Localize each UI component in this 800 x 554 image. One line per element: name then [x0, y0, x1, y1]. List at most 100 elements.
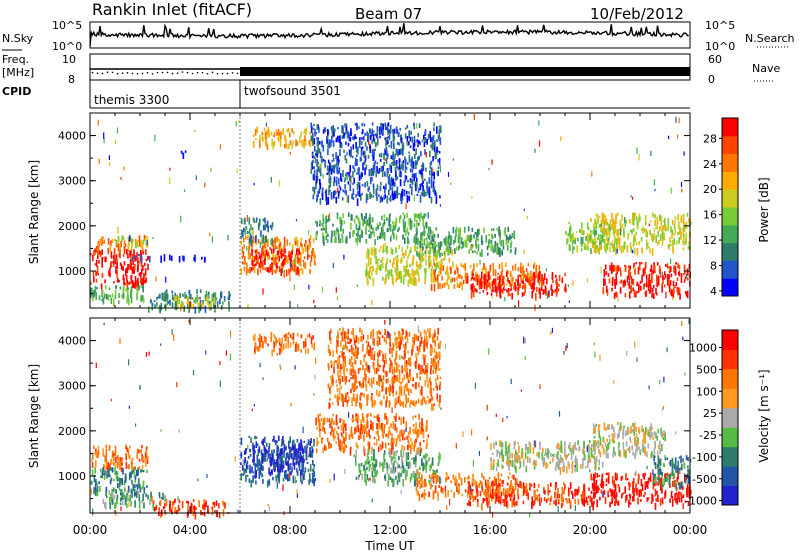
sparse-echo: [204, 182, 206, 188]
data-cell-8: [423, 493, 426, 500]
data-cell-15: [496, 243, 499, 248]
data-cell-20: [331, 160, 334, 163]
data-cell-5: [181, 300, 183, 308]
data-cell-0: [110, 260, 112, 267]
data-cell-2: [114, 502, 116, 509]
data-cell-2: [126, 495, 129, 502]
data-cell-9: [503, 499, 506, 507]
data-cell-17: [656, 262, 659, 266]
data-cell-11: [322, 214, 324, 221]
data-cell-18: [663, 232, 665, 239]
data-cell-9: [549, 502, 551, 506]
data-cell-20: [358, 168, 360, 171]
data-cell-8: [285, 255, 288, 259]
sparse-echo: [665, 291, 667, 299]
data-cell-17: [666, 277, 669, 286]
data-cell-9: [547, 484, 549, 491]
data-cell-16: [596, 237, 599, 241]
data-cell-17: [611, 287, 613, 292]
data-cell-0: [122, 254, 125, 257]
data-cell-4: [275, 477, 278, 482]
data-cell-20: [354, 134, 356, 139]
data-cell-18: [590, 239, 592, 244]
data-cell-3: [114, 295, 117, 299]
data-cell-8: [498, 479, 500, 485]
data-cell-19: [305, 127, 307, 136]
data-cell-9: [472, 489, 474, 492]
data-cell-9: [561, 490, 564, 495]
data-cell-4: [255, 436, 258, 439]
data-cell-0: [132, 267, 134, 274]
data-cell-20: [386, 156, 389, 160]
data-cell-11: [416, 219, 418, 228]
data-cell-20: [404, 156, 406, 161]
data-cell-20: [376, 162, 379, 165]
data-cell-20: [408, 141, 410, 146]
data-cell-5: [213, 297, 216, 305]
data-cell-17: [635, 262, 637, 265]
data-cell-20: [313, 123, 315, 127]
data-cell-8: [247, 235, 249, 240]
data-cell-0: [105, 462, 108, 469]
data-cell-18: [638, 241, 641, 246]
data-cell-15: [510, 242, 512, 249]
data-cell-7: [391, 469, 394, 474]
data-cell-11: [404, 230, 407, 236]
data-cell-5: [270, 457, 272, 461]
data-cell-15: [494, 233, 496, 238]
data-cell-12: [424, 252, 427, 259]
data-cell-6: [412, 423, 415, 427]
freq-tick-bottom: 8: [68, 73, 75, 86]
data-cell-20: [397, 133, 400, 137]
data-cell-13: [432, 275, 435, 284]
sparse-echo: [118, 300, 120, 305]
data-cell-13: [453, 277, 456, 282]
data-cell-5: [291, 454, 293, 460]
data-cell-6: [427, 434, 430, 438]
data-cell-20: [336, 176, 338, 179]
data-cell-12: [382, 244, 385, 252]
data-cell-17: [670, 266, 672, 272]
data-cell-14: [472, 273, 474, 276]
data-cell-20: [316, 137, 318, 140]
data-cell-20: [363, 135, 365, 141]
data-cell-15: [492, 248, 495, 254]
data-cell-0: [109, 271, 111, 278]
data-cell-4: [258, 471, 261, 479]
data-cell-6: [317, 414, 320, 422]
data-cell-20: [418, 155, 420, 160]
data-cell-9: [540, 497, 543, 503]
data-cell-18: [660, 220, 663, 226]
data-cell-8: [244, 261, 246, 265]
data-cell-2: [128, 498, 130, 502]
data-cell-6: [340, 432, 343, 437]
data-cell-6: [350, 426, 353, 435]
data-cell-1: [98, 243, 101, 247]
data-cell-18: [608, 230, 611, 239]
data-cell-15: [415, 233, 417, 236]
data-cell-4: [308, 454, 310, 458]
data-cell-0: [93, 276, 95, 283]
data-cell-18: [620, 245, 623, 254]
data-cell-4: [268, 443, 271, 448]
data-cell-18: [617, 235, 619, 244]
data-cell-18: [644, 221, 647, 226]
data-cell-0: [130, 262, 132, 271]
data-cell-6: [371, 447, 373, 451]
data-cell-6: [381, 433, 384, 436]
data-cell-9: [485, 482, 487, 488]
data-cell-15: [496, 227, 498, 231]
data-cell-8: [487, 493, 490, 499]
data-cell-1: [109, 474, 111, 478]
data-cell-7: [439, 476, 441, 485]
data-cell-1: [127, 485, 130, 493]
data-cell-1: [120, 480, 122, 486]
data-cell-18: [645, 239, 648, 244]
sparse-echo: [298, 262, 300, 266]
data-cell-20: [335, 138, 338, 143]
data-cell-18: [616, 212, 619, 217]
data-cell-18: [605, 234, 608, 242]
data-cell-18: [688, 218, 690, 223]
data-cell-20: [312, 139, 314, 146]
data-cell-0: [128, 455, 131, 459]
